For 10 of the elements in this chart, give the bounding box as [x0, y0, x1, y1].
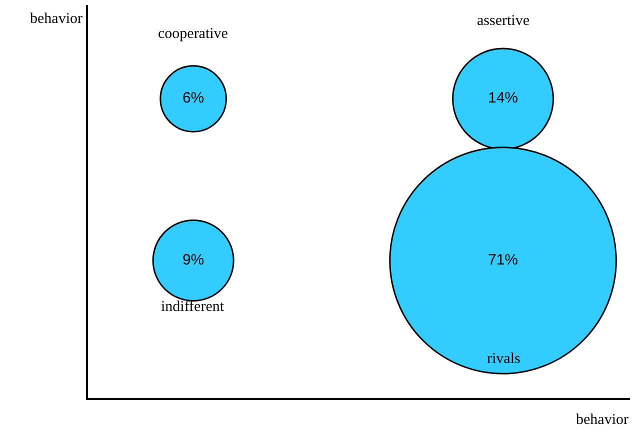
text: behavior: [576, 412, 628, 428]
data-label: 71%: [488, 251, 518, 268]
data-label: 9%: [182, 251, 204, 268]
data-label: 6%: [182, 90, 204, 107]
category-label: rivals: [487, 351, 520, 367]
category-label: indifferent: [161, 299, 225, 315]
category-label: cooperative: [158, 26, 228, 42]
data-label: 14%: [488, 90, 518, 107]
text: behavior: [30, 11, 82, 27]
category-label: assertive: [477, 13, 530, 29]
